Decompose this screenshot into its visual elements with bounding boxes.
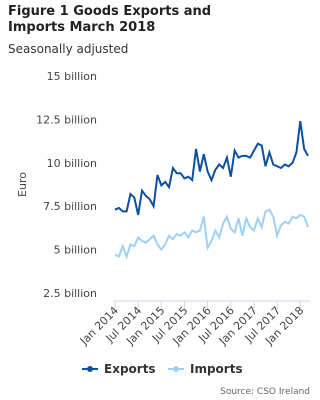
series-line bbox=[114, 208, 309, 260]
y-tick-label: 7.5 billion bbox=[43, 200, 97, 213]
y-tick-label: 10 billion bbox=[47, 157, 97, 170]
chart-title: Figure 1 Goods Exports and Imports March… bbox=[8, 4, 212, 35]
legend-label: Imports bbox=[190, 362, 243, 376]
chart-subtitle: Seasonally adjusted bbox=[8, 42, 129, 56]
y-tick-label: 2.5 billion bbox=[43, 287, 97, 300]
legend-label: Exports bbox=[104, 362, 156, 376]
legend-marker bbox=[87, 366, 93, 372]
y-tick-label: 15 billion bbox=[47, 70, 97, 83]
series-line bbox=[114, 120, 309, 216]
y-axis-label: Euro bbox=[16, 172, 29, 197]
legend-marker bbox=[173, 366, 179, 372]
y-tick-label: 5 billion bbox=[54, 244, 97, 257]
y-tick-label: 12.5 billion bbox=[36, 113, 97, 126]
source: Source: CSO Ireland bbox=[220, 387, 310, 397]
